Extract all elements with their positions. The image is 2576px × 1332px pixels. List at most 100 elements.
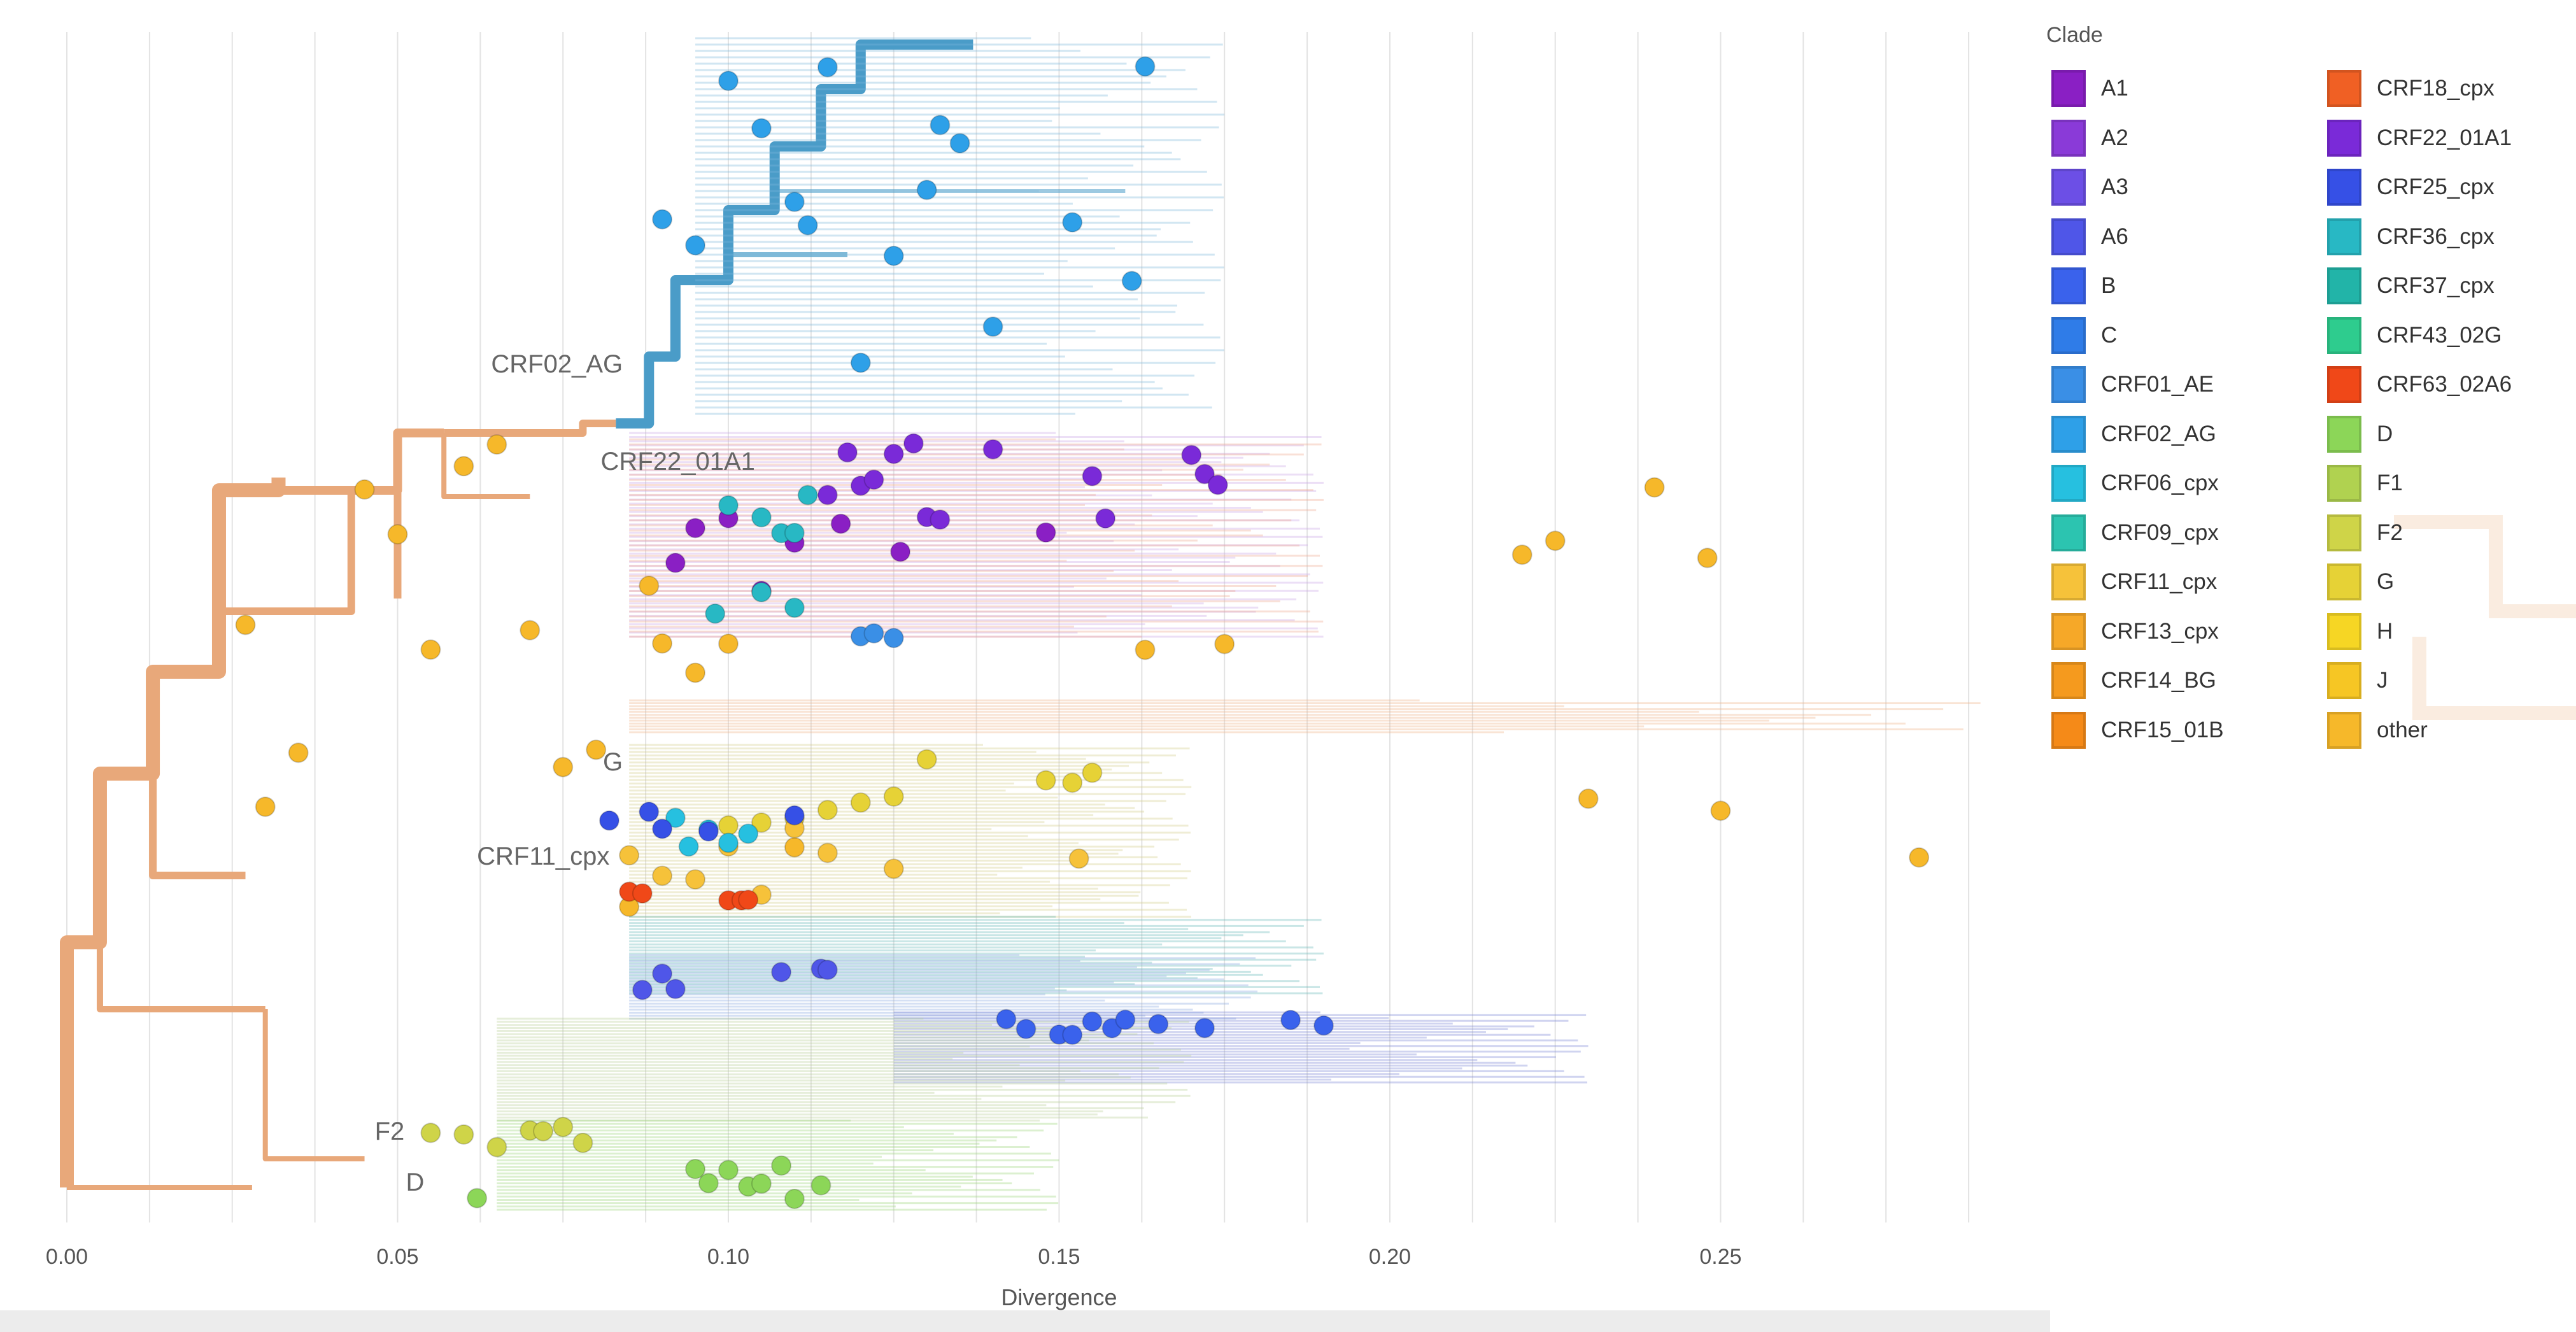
- tip-marker: [1035, 770, 1056, 791]
- tip-marker: [817, 842, 838, 863]
- legend-label: J: [2377, 668, 2388, 693]
- tip-marker: [652, 209, 673, 230]
- tip-marker: [1644, 477, 1665, 498]
- legend-item[interactable]: CRF43_02G: [2327, 316, 2512, 367]
- tip-marker: [850, 352, 871, 373]
- tip-marker: [883, 786, 904, 807]
- legend-label: CRF18_cpx: [2377, 76, 2495, 101]
- legend-swatch: [2051, 169, 2086, 206]
- legend-label: CRF01_AE: [2101, 372, 2214, 397]
- legend-item[interactable]: CRF22_01A1: [2327, 119, 2512, 169]
- legend-item[interactable]: A6: [2051, 218, 2224, 268]
- clade-annotation-label: CRF22_01A1: [601, 448, 755, 476]
- legend-swatch: [2327, 267, 2361, 304]
- tip-marker: [784, 1188, 805, 1209]
- legend-label: CRF36_cpx: [2377, 223, 2495, 249]
- tip-marker: [830, 513, 851, 534]
- tip-marker: [863, 469, 884, 490]
- legend-label: A2: [2101, 125, 2128, 150]
- tip-marker: [771, 961, 792, 982]
- legend-item[interactable]: F1: [2327, 465, 2512, 514]
- x-axis: 0.00 0.05 0.10 0.15 0.20 0.25 Divergence: [46, 1245, 1742, 1310]
- tip-marker: [665, 553, 686, 574]
- legend-item[interactable]: CRF02_AG: [2051, 415, 2224, 465]
- tip-marker: [1062, 772, 1083, 793]
- tip-markers: [235, 56, 1930, 1209]
- tip-marker: [685, 662, 706, 683]
- legend-item[interactable]: CRF14_BG: [2051, 662, 2224, 712]
- legend-label: CRF11_cpx: [2101, 569, 2218, 594]
- tip-marker: [817, 960, 838, 981]
- tip-marker: [598, 810, 619, 831]
- legend-item[interactable]: CRF63_02A6: [2327, 366, 2512, 416]
- tip-marker: [486, 1137, 507, 1158]
- tip-marker: [1035, 522, 1056, 543]
- tip-marker: [1016, 1019, 1037, 1040]
- legend-item[interactable]: CRF37_cpx: [2327, 267, 2512, 317]
- legend-item[interactable]: A1: [2051, 70, 2224, 120]
- tip-marker: [420, 1123, 441, 1144]
- legend-item[interactable]: J: [2327, 662, 2512, 712]
- legend-label: CRF06_cpx: [2101, 471, 2219, 495]
- legend-swatch: [2327, 563, 2361, 600]
- clade-annotation-label: CRF02_AG: [491, 350, 623, 378]
- legend-label: B: [2101, 273, 2116, 298]
- tip-marker: [996, 1009, 1017, 1030]
- legend-item[interactable]: H: [2327, 613, 2512, 663]
- tip-marker: [235, 614, 256, 635]
- crf02-lineage-branch: [725, 210, 847, 257]
- tip-marker: [639, 575, 660, 596]
- legend-item[interactable]: D: [2327, 415, 2512, 465]
- tip-marker: [718, 495, 739, 516]
- tip-marker: [784, 523, 805, 544]
- tip-marker: [784, 837, 805, 858]
- legend-item[interactable]: A2: [2051, 119, 2224, 169]
- legend-item[interactable]: CRF01_AE: [2051, 366, 2224, 416]
- legend-column-2: CRF18_cpx CRF22_01A1 CRF25_cpx CRF36_cpx CRF…: [2327, 70, 2512, 761]
- legend-label: F1: [2377, 471, 2403, 495]
- legend-item[interactable]: F2: [2327, 514, 2512, 564]
- tip-marker: [387, 524, 408, 545]
- grid-lines: [66, 32, 1970, 1222]
- legend-label: CRF22_01A1: [2377, 125, 2512, 150]
- tip-marker: [784, 805, 805, 826]
- legend-item[interactable]: CRF15_01B: [2051, 711, 2224, 762]
- tip-marker: [698, 1173, 719, 1194]
- x-tick-label: 0.15: [1038, 1245, 1080, 1269]
- tip-marker: [572, 1132, 593, 1153]
- legend-item[interactable]: CRF25_cpx: [2327, 169, 2512, 218]
- legend-swatch: [2327, 169, 2361, 206]
- tip-marker: [718, 634, 739, 655]
- x-tick-label: 0.20: [1369, 1245, 1411, 1269]
- legend-item[interactable]: G: [2327, 563, 2512, 613]
- legend-item[interactable]: CRF11_cpx: [2051, 563, 2224, 613]
- tip-marker: [883, 858, 904, 879]
- tip-marker: [652, 865, 673, 886]
- legend-swatch: [2327, 316, 2361, 354]
- legend-item[interactable]: B: [2051, 267, 2224, 317]
- clade-annotation-label: D: [406, 1168, 425, 1196]
- trunk-branch: [444, 420, 616, 437]
- legend-label: other: [2377, 717, 2428, 742]
- legend-item[interactable]: CRF13_cpx: [2051, 613, 2224, 663]
- tip-marker: [1148, 1014, 1169, 1035]
- legend-swatch: [2327, 218, 2361, 255]
- legend-item[interactable]: CRF09_cpx: [2051, 514, 2224, 564]
- legend-swatch: [2327, 415, 2361, 453]
- legend-item[interactable]: A3: [2051, 169, 2224, 218]
- legend-label: CRF37_cpx: [2377, 273, 2495, 298]
- legend-swatch: [2051, 563, 2086, 600]
- tip-marker: [486, 434, 507, 455]
- legend-label: D: [2377, 421, 2393, 446]
- legend-item[interactable]: CRF18_cpx: [2327, 70, 2512, 120]
- x-tick-label: 0.00: [46, 1245, 88, 1269]
- legend-item[interactable]: C: [2051, 316, 2224, 367]
- tip-marker: [1068, 848, 1089, 869]
- legend-item[interactable]: CRF06_cpx: [2051, 465, 2224, 514]
- legend-column-1: A1 A2 A3 A6 B C CRF01_AE CRF02_AG CRF06_cpx CRF09…: [2051, 70, 2224, 761]
- tip-marker: [1121, 271, 1142, 292]
- legend-item[interactable]: CRF36_cpx: [2327, 218, 2512, 268]
- tip-marker: [850, 792, 871, 813]
- legend-item[interactable]: other: [2327, 711, 2512, 762]
- legend-swatch: [2051, 415, 2086, 453]
